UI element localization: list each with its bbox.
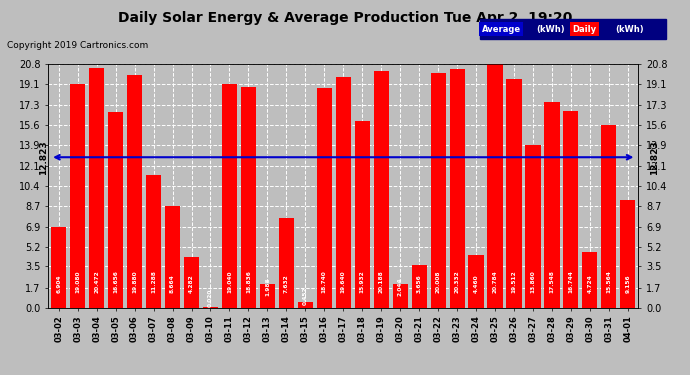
Bar (70, 84, 86, 308)
Bar (355, 121, 370, 308)
Text: 0.020: 0.020 (208, 289, 213, 308)
Bar (582, 252, 598, 308)
Bar (336, 77, 351, 308)
Text: (kWh): (kWh) (615, 25, 644, 34)
Text: (kWh): (kWh) (536, 25, 564, 34)
Bar (525, 145, 540, 308)
Text: Daily Solar Energy & Average Production Tue Apr 2  19:20: Daily Solar Energy & Average Production … (118, 11, 572, 25)
Bar (184, 257, 199, 307)
Text: Daily: Daily (573, 25, 597, 34)
Bar (146, 175, 161, 308)
Bar (563, 111, 578, 308)
Bar (620, 200, 635, 308)
Bar (544, 102, 560, 308)
Text: 4.282: 4.282 (189, 274, 194, 293)
Bar (449, 69, 464, 308)
Bar (601, 125, 616, 308)
Text: 9.156: 9.156 (625, 275, 631, 293)
Text: 16.744: 16.744 (569, 271, 573, 293)
Bar (89, 68, 104, 308)
Text: 19.040: 19.040 (227, 271, 232, 293)
Text: 20.008: 20.008 (435, 271, 441, 293)
Text: 7.632: 7.632 (284, 274, 289, 293)
Bar (279, 218, 294, 308)
Text: 13.860: 13.860 (531, 271, 535, 293)
Bar (165, 206, 180, 308)
Text: 1.988: 1.988 (265, 277, 270, 296)
Bar (431, 73, 446, 308)
Text: 6.904: 6.904 (56, 275, 61, 293)
Text: 20.188: 20.188 (379, 271, 384, 293)
Bar (411, 265, 426, 308)
Text: 18.836: 18.836 (246, 271, 251, 293)
Text: 19.080: 19.080 (75, 271, 80, 293)
Text: 15.564: 15.564 (607, 271, 611, 293)
Bar (298, 302, 313, 307)
Text: 4.724: 4.724 (587, 274, 593, 293)
Bar (222, 84, 237, 308)
Bar (469, 255, 484, 308)
Text: 20.332: 20.332 (455, 271, 460, 293)
Text: 19.640: 19.640 (341, 271, 346, 293)
Text: 15.932: 15.932 (359, 271, 365, 293)
Text: Average: Average (482, 25, 521, 34)
Bar (487, 64, 502, 308)
Text: 16.656: 16.656 (113, 271, 118, 293)
Text: Copyright 2019 Cartronics.com: Copyright 2019 Cartronics.com (7, 41, 148, 50)
Text: 8.664: 8.664 (170, 274, 175, 293)
Bar (393, 284, 408, 308)
Text: 12.823: 12.823 (649, 140, 659, 174)
Text: 19.512: 19.512 (511, 271, 517, 293)
Bar (51, 226, 66, 308)
Text: 4.460: 4.460 (473, 275, 479, 293)
Text: 18.740: 18.740 (322, 271, 327, 293)
Bar (108, 112, 124, 308)
Text: 17.548: 17.548 (549, 271, 555, 293)
Text: 0.452: 0.452 (303, 286, 308, 305)
Bar (260, 284, 275, 308)
Bar (373, 71, 388, 308)
Text: 19.880: 19.880 (132, 271, 137, 293)
Bar (506, 79, 522, 308)
Text: 20.784: 20.784 (493, 271, 497, 293)
Text: 2.044: 2.044 (397, 277, 403, 296)
Bar (241, 87, 256, 308)
Text: 11.288: 11.288 (151, 271, 156, 293)
Bar (317, 88, 332, 308)
Bar (127, 75, 142, 308)
Text: 12.823: 12.823 (39, 140, 48, 174)
Text: 20.472: 20.472 (94, 271, 99, 293)
Text: 3.656: 3.656 (417, 274, 422, 293)
